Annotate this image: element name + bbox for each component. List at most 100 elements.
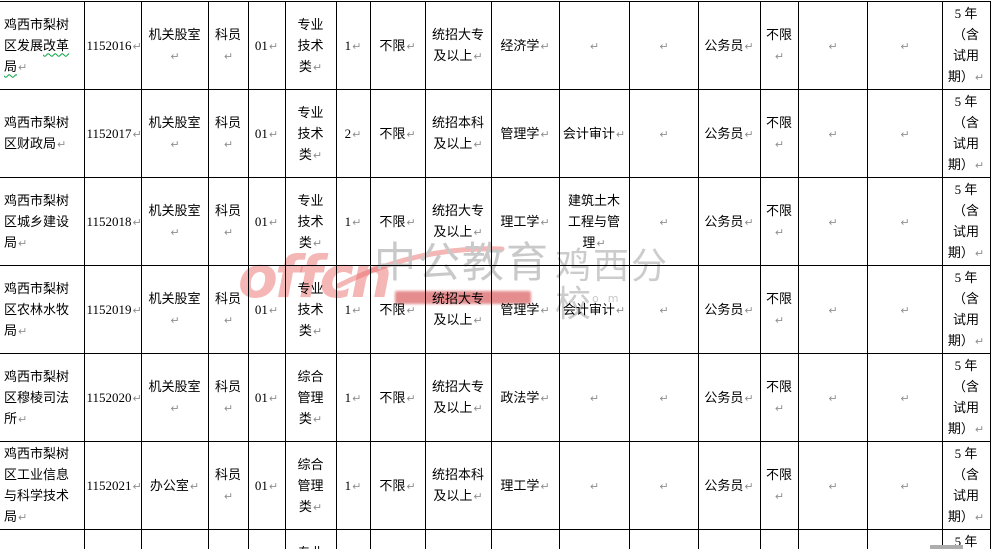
- paragraph-mark-icon: ↵: [744, 479, 754, 493]
- table-cell: 统招大专 及以上↵: [424, 1, 492, 90]
- paragraph-mark-icon: ↵: [974, 511, 985, 524]
- table-cell: 会计审计↵: [558, 265, 630, 354]
- paragraph-mark-icon: ↵: [268, 391, 279, 405]
- paragraph-mark-icon: ↵: [312, 412, 323, 426]
- table-cell: ↵: [797, 265, 868, 354]
- cell-text: 5 年 （含 试用 期）: [947, 6, 979, 84]
- table-cell: ↵: [797, 89, 868, 178]
- table-cell: ↵: [628, 441, 699, 530]
- paragraph-mark-icon: ↵: [473, 402, 483, 415]
- scrollbar-fragment[interactable]: [930, 545, 963, 549]
- paragraph-mark-icon: ↵: [312, 60, 323, 74]
- table-cell: 不限↵: [759, 265, 799, 354]
- paragraph-mark-icon: ↵: [18, 60, 28, 74]
- cell-text: 01: [254, 389, 268, 405]
- table-cell: 理工学↵: [490, 177, 560, 266]
- table-cell: 01↵: [247, 353, 286, 442]
- paragraph-mark-icon: ↵: [659, 303, 669, 317]
- cell-text: 公务员: [704, 477, 744, 493]
- table-cell: 不限↵: [369, 353, 426, 442]
- table-cell: 公务员↵: [697, 1, 761, 90]
- table-cell: 5 年 （含 试用 期）↵: [941, 89, 991, 178]
- table-cell: 1152017↵: [83, 89, 142, 178]
- table-cell: 鸡西市梨树 区农林水牧 局↵: [0, 265, 85, 354]
- cell-text: 5 年 （含 试用 期）: [954, 534, 978, 549]
- paragraph-mark-icon: ↵: [900, 479, 910, 493]
- table-cell: 不限 ↵: [759, 177, 799, 266]
- paragraph-mark-icon: ↵: [828, 39, 838, 53]
- table-cell: ↵: [628, 529, 699, 549]
- paragraph-mark-icon: ↵: [540, 39, 550, 53]
- table-cell: 专业 技术 类↵: [284, 1, 337, 90]
- table-cell: ↵: [628, 89, 699, 178]
- table-cell: 科员↵: [207, 1, 249, 90]
- table-cell: 统招本科 及以上↵: [424, 89, 492, 178]
- paragraph-mark-icon: ↵: [589, 39, 600, 53]
- paragraph-mark-icon: ↵: [974, 71, 985, 84]
- paragraph-mark-icon: ↵: [744, 215, 754, 229]
- table-cell: 1152020↵: [83, 353, 142, 442]
- table-row: 鸡西市梨树 区发展改革 局↵ 1152016↵ 机关股室↵ 科员↵ 01↵ 专业 技术 类…: [0, 1, 991, 90]
- cell-text: 专业 技术 类: [297, 192, 324, 250]
- cell-text: 理工学: [500, 477, 540, 493]
- table-cell: 5 年 （含 试用 期）↵: [941, 353, 991, 442]
- paragraph-mark-icon: ↵: [268, 39, 279, 53]
- paragraph-mark-icon: ↵: [473, 138, 483, 151]
- paragraph-mark-icon: ↵: [589, 479, 600, 493]
- paragraph-mark-icon: ↵: [406, 39, 416, 53]
- cell-text: 鸡西市梨树 区城乡建设 局: [4, 192, 70, 250]
- paragraph-mark-icon: ↵: [774, 226, 785, 239]
- table-cell: 统招本科 及以上↵: [424, 441, 492, 530]
- cell-text: 2: [344, 125, 352, 141]
- cell-text: 专业 技术 类: [297, 545, 323, 549]
- paragraph-mark-icon: ↵: [659, 391, 669, 405]
- table-cell: 1152021↵: [83, 441, 142, 530]
- paragraph-mark-icon: ↵: [352, 39, 362, 53]
- table-cell: 管理学↵: [490, 265, 560, 354]
- cell-text: 专业 技术 类: [297, 280, 324, 338]
- paragraph-mark-icon: ↵: [774, 314, 785, 327]
- cell-text: 不限: [765, 203, 792, 218]
- paragraph-mark-icon: ↵: [268, 215, 279, 229]
- table-cell: 专业 技术 类↵: [284, 177, 337, 266]
- paragraph-mark-icon: ↵: [132, 127, 141, 141]
- table-cell: 综合 管理 类↵: [284, 441, 337, 530]
- paragraph-mark-icon: ↵: [900, 303, 910, 317]
- table-cell: 公务员↵: [697, 89, 761, 178]
- paragraph-mark-icon: ↵: [744, 303, 754, 317]
- paragraph-mark-icon: ↵: [18, 236, 28, 250]
- paragraph-mark-icon: ↵: [900, 39, 910, 53]
- cell-text: 公务员: [704, 213, 744, 229]
- cell-text: 政法学: [500, 389, 540, 405]
- paragraph-mark-icon: ↵: [974, 335, 985, 348]
- cell-text: 01: [254, 213, 268, 229]
- table-cell: 统招大专 及以上↵: [424, 529, 492, 549]
- cell-text: 机关股室: [148, 379, 201, 394]
- table-cell: ↵: [797, 353, 868, 442]
- table-row: 鸡西市麻山 区民政局↵1152022↵办公室↵科员↵01↵专业 技术 类↵1↵不…: [0, 529, 991, 549]
- cell-text: 科员: [214, 203, 241, 218]
- table-cell: 鸡西市梨树 区发展改革 局↵: [0, 1, 85, 90]
- table-cell: 01↵: [247, 441, 286, 530]
- paragraph-mark-icon: ↵: [473, 314, 483, 327]
- paragraph-mark-icon: ↵: [57, 138, 67, 151]
- cell-text: 1152019: [86, 301, 132, 317]
- table-cell: ↵: [628, 353, 699, 442]
- cell-text: 1: [344, 477, 352, 493]
- cell-text: 1: [344, 301, 352, 317]
- cell-text: 不限: [379, 477, 406, 493]
- paragraph-mark-icon: ↵: [170, 138, 180, 151]
- table-cell: 2↵: [335, 89, 371, 178]
- table-cell: 科员↵: [207, 529, 249, 549]
- table-cell: 办公室↵: [140, 441, 209, 530]
- paragraph-mark-icon: ↵: [540, 479, 550, 493]
- table-cell: ↵: [558, 353, 630, 442]
- paragraph-mark-icon: ↵: [406, 479, 416, 493]
- table-cell: 鸡西市梨树 区穆棱司法 所↵: [0, 353, 85, 442]
- paragraph-mark-icon: ↵: [223, 138, 234, 151]
- table-cell: 不限↵: [369, 529, 426, 549]
- table-cell: ↵: [797, 529, 868, 549]
- paragraph-mark-icon: ↵: [974, 159, 985, 172]
- table-cell: 不限↵: [759, 441, 799, 530]
